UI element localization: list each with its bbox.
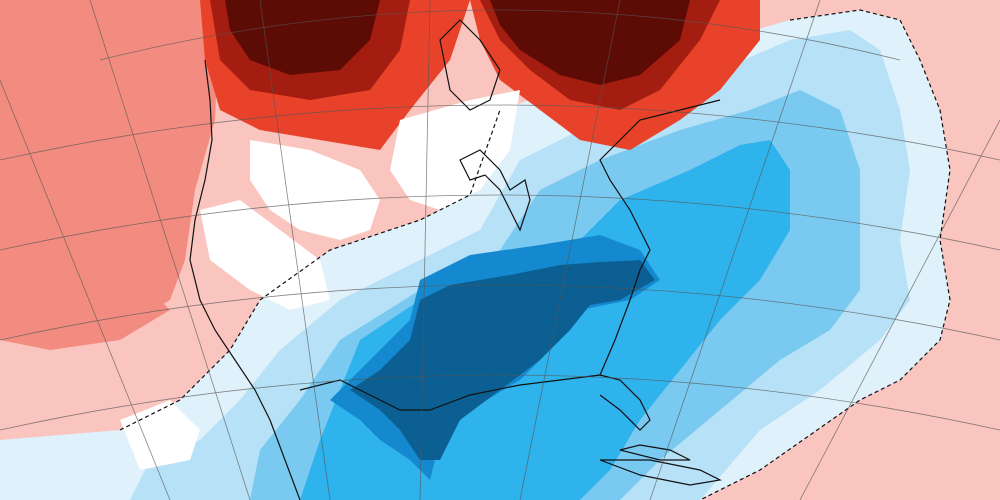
meridian-line-2 (259, 0, 331, 500)
meridian-line-7 (0, 79, 171, 500)
neutral-patch-1 (250, 140, 380, 240)
hudson-bay-line (439, 19, 501, 111)
cuba-line (619, 444, 691, 461)
neutral-patch-4 (120, 400, 200, 470)
gulf-coast-line (299, 374, 651, 431)
latitude-line-2 (0, 284, 1000, 341)
latitude-line-3 (0, 374, 1000, 431)
meridian-line-1 (89, 0, 251, 500)
coastlines (189, 19, 722, 500)
south-west-warm-patch (0, 240, 170, 350)
meridian-line-5 (649, 0, 821, 500)
caribbean-line (599, 459, 722, 486)
neutral-patch-3 (390, 90, 520, 210)
latitude-line-1 (0, 194, 1000, 251)
meridian-line-6 (799, 119, 1000, 500)
meridian-line-4 (519, 0, 621, 500)
east-coast-line (599, 99, 721, 376)
north-east-warm-5 (490, 0, 690, 85)
north-west-warm-5 (225, 0, 380, 75)
meridian-line-3 (419, 0, 431, 500)
west-coast-line (189, 59, 301, 500)
neutral-patch-2 (200, 200, 330, 310)
great-lakes-line (459, 149, 531, 232)
zero-contour-west (119, 109, 501, 431)
near-normal-patches (120, 90, 520, 470)
zero-contours (119, 9, 951, 500)
latitude-line-4 (0, 104, 1000, 161)
latitude-line-5 (99, 9, 901, 61)
